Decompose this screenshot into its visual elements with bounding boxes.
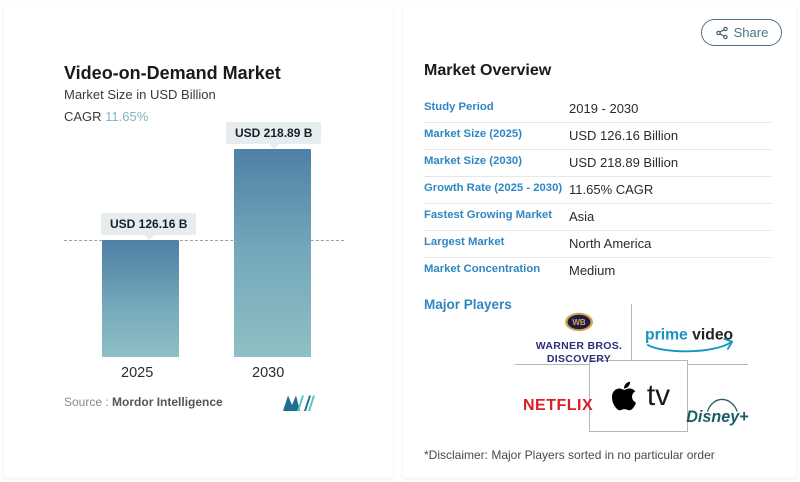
svg-text:Disney+: Disney+: [686, 408, 749, 426]
svg-text:WB: WB: [572, 318, 586, 327]
svg-text:NETFLIX: NETFLIX: [523, 397, 593, 414]
svg-text:video: video: [692, 327, 733, 344]
svg-text:prime: prime: [645, 327, 688, 344]
